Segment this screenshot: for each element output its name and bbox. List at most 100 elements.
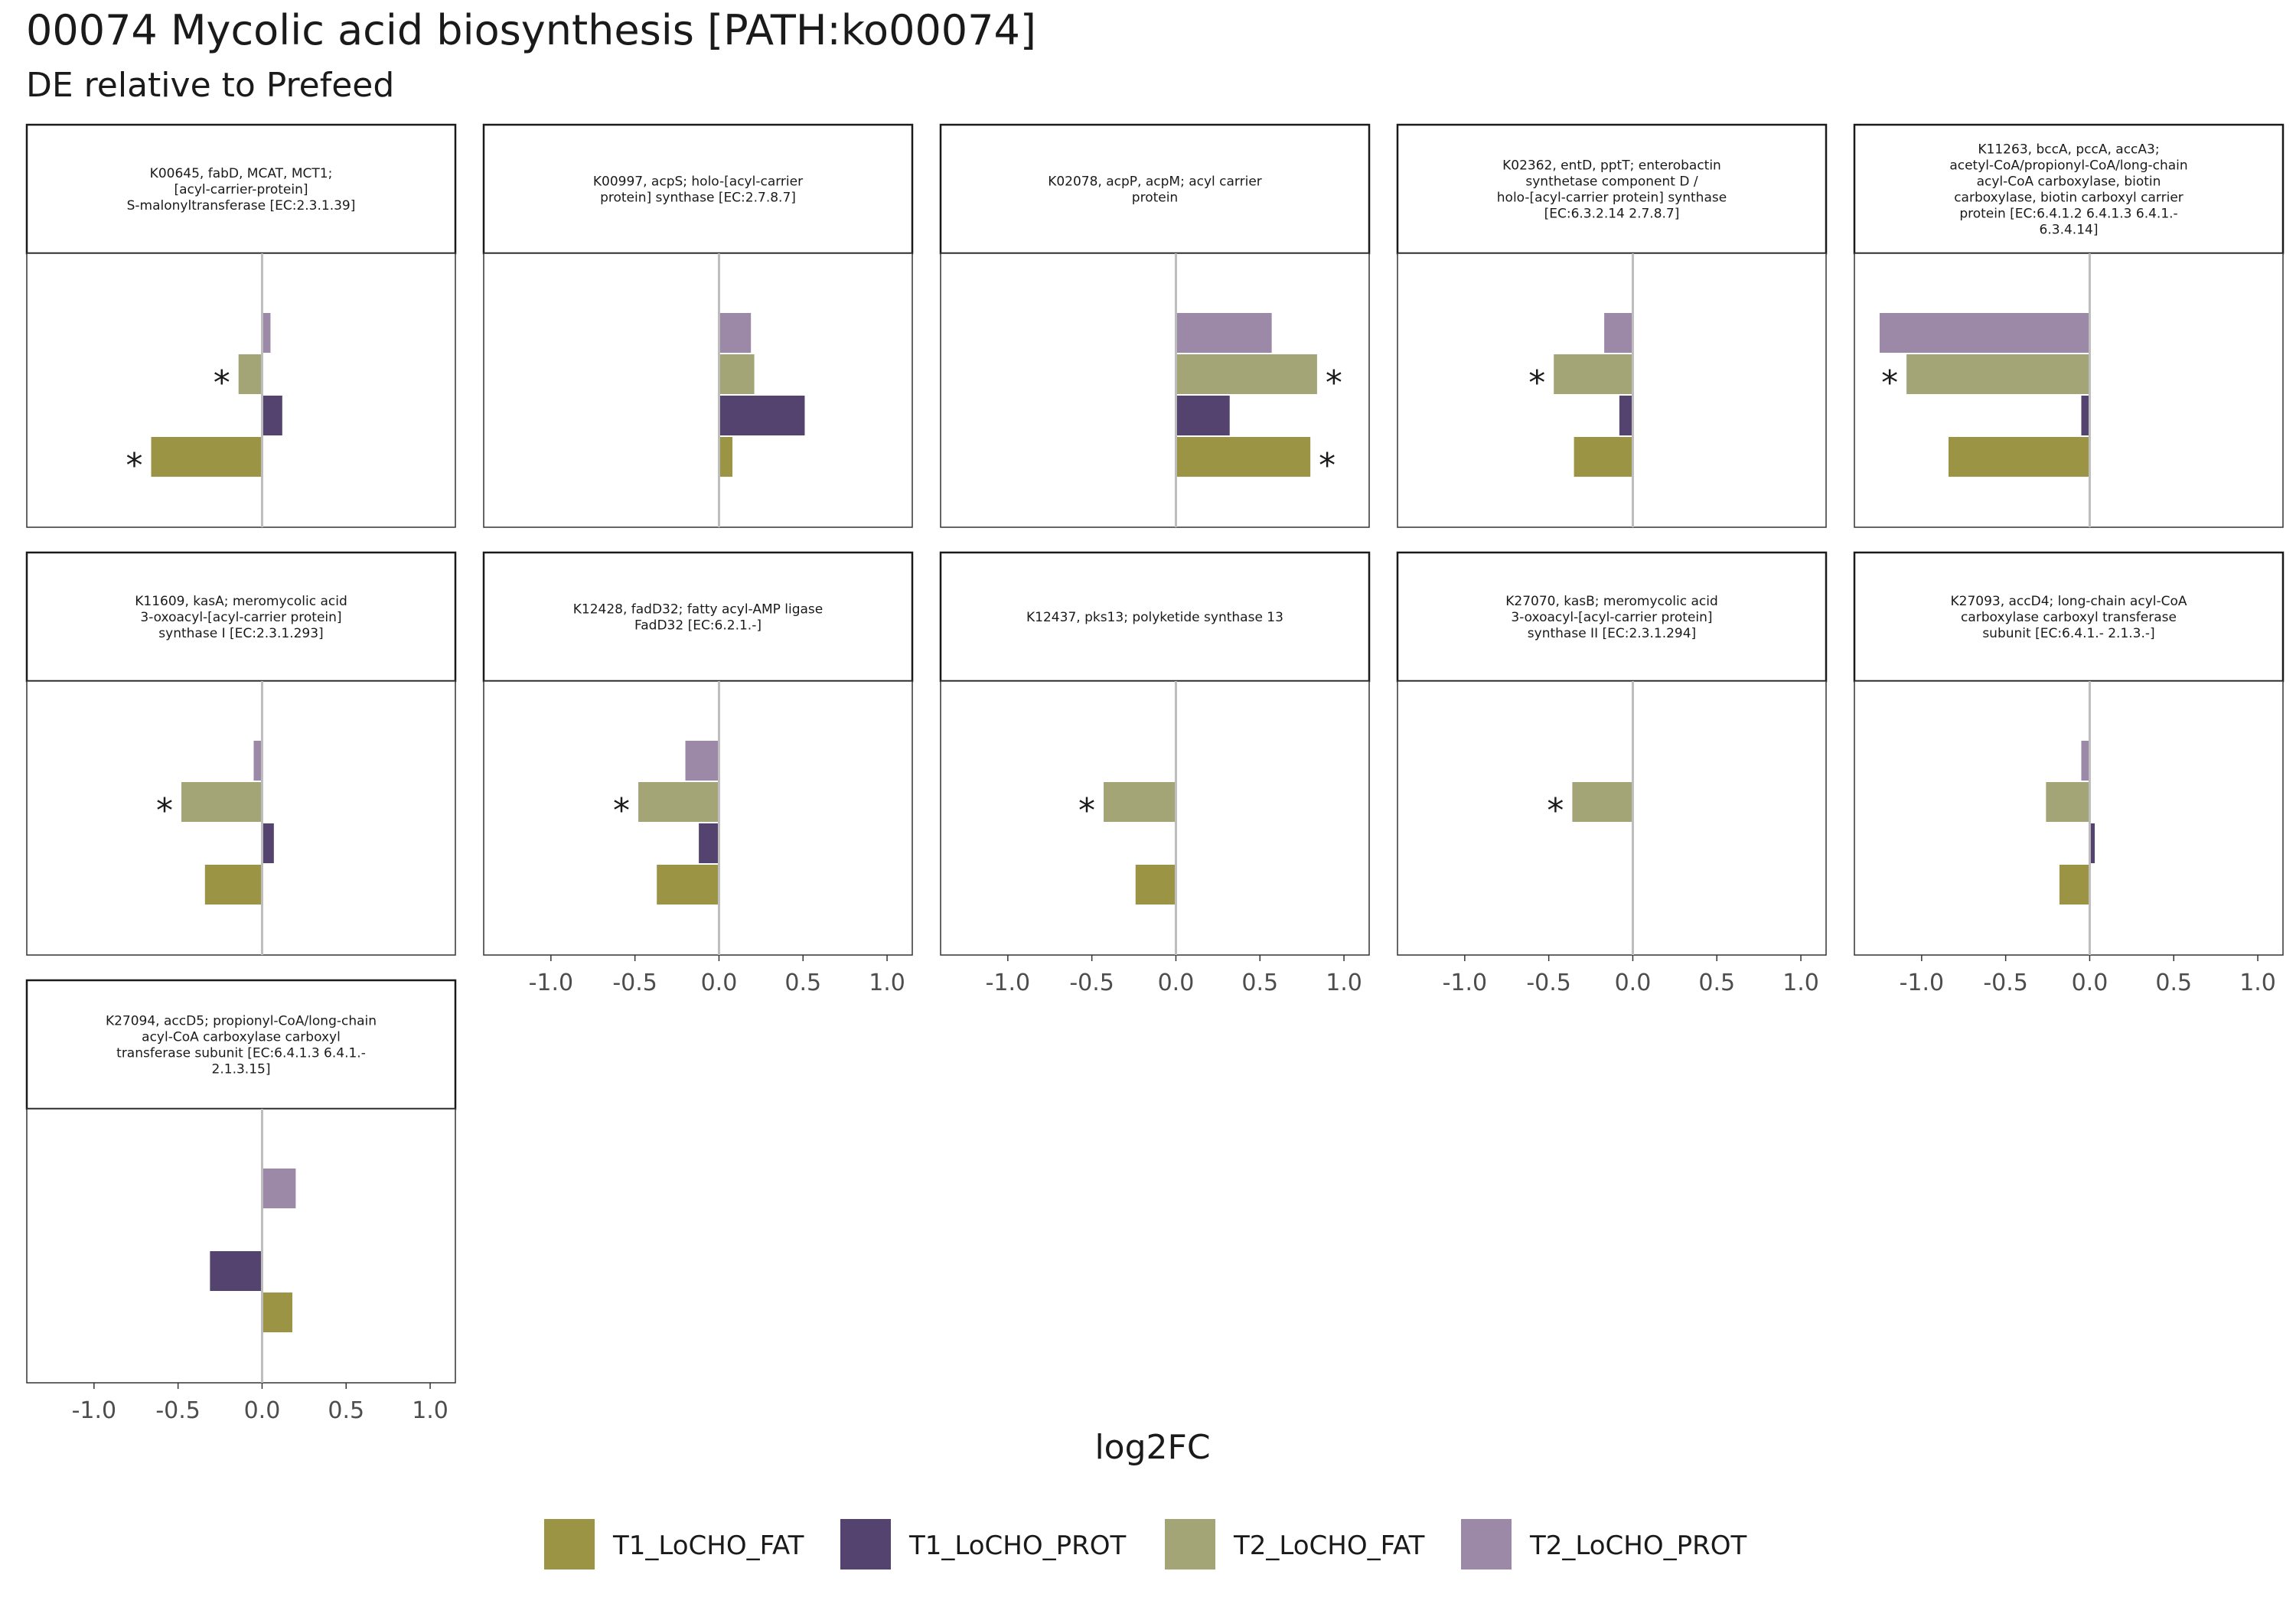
x-tick-label: 1.0: [412, 1397, 448, 1424]
facet-strip-label: protein: [1132, 191, 1178, 206]
facet-strip: [25, 551, 457, 683]
facet-strip-label: K27070, kasB; meromycolic acid: [1505, 594, 1718, 609]
x-tick-label: 0.5: [784, 970, 821, 996]
significance-marker: *: [1078, 791, 1095, 830]
facet-strip-label: 3-oxoacyl-[acyl-carrier protein]: [1511, 610, 1712, 625]
facet-panel: K11263, bccA, pccA, accA3;acetyl-CoA/pro…: [1853, 123, 2285, 528]
bar: [181, 782, 263, 822]
legend-swatch: [840, 1519, 891, 1570]
bar: [657, 865, 719, 905]
facet-strip-label: synthase I [EC:2.3.1.293]: [158, 626, 323, 641]
facet-strip: [1853, 551, 2285, 683]
facet-panels: K00645, fabD, MCAT, MCT1;[acyl-carrier-p…: [25, 123, 2285, 1424]
x-tick-label: 1.0: [2239, 970, 2276, 996]
x-tick-label: -0.5: [1983, 970, 2028, 996]
bar: [1176, 313, 1272, 353]
facet-strip-label: K11609, kasA; meromycolic acid: [135, 594, 347, 609]
bar: [1574, 437, 1633, 477]
x-tick-label: -0.5: [612, 970, 657, 996]
x-tick-label: 0.5: [2155, 970, 2192, 996]
legend-item: T2_LoCHO_PROT: [1461, 1519, 1747, 1570]
facet-strip-label: synthetase component D /: [1525, 174, 1698, 190]
x-tick-label: 0.0: [2072, 970, 2108, 996]
significance-marker: *: [1881, 363, 1898, 403]
facet-strip-label: acyl-CoA carboxylase, biotin: [1977, 174, 2161, 190]
x-tick-label: 1.0: [1326, 970, 1362, 996]
facet-strip-label: K00645, fabD, MCAT, MCT1;: [150, 166, 333, 181]
facet-strip-label: protein] synthase [EC:2.7.8.7]: [600, 191, 796, 206]
facet-panel: K02362, entD, pptT; enterobactinsyntheta…: [1396, 123, 1828, 528]
bar: [204, 865, 263, 905]
facet-panel: K00997, acpS; holo-[acyl-carrierprotein]…: [482, 123, 914, 528]
x-tick-label: -1.0: [529, 970, 574, 996]
facet-strip: [25, 979, 457, 1110]
bar: [719, 437, 733, 477]
plot-panel: [26, 1108, 456, 1384]
bar: [699, 823, 719, 863]
x-tick-label: 0.0: [1615, 970, 1652, 996]
facet-strip-label: 6.3.4.14]: [2040, 223, 2099, 238]
facet-strip-label: synthase II [EC:2.3.1.294]: [1528, 626, 1696, 641]
facet-panel: K00645, fabD, MCAT, MCT1;[acyl-carrier-p…: [25, 123, 457, 528]
facet-strip-label: [acyl-carrier-protein]: [174, 182, 308, 197]
facet-panel: K27094, accD5; propionyl-CoA/long-chaina…: [25, 979, 457, 1424]
bar: [151, 437, 263, 477]
legend: T1_LoCHO_FAT T1_LoCHO_PROT T2_LoCHO_FAT T2_…: [544, 1519, 1747, 1570]
facet-strip-label: S-malonyltransferase [EC:2.3.1.39]: [127, 198, 356, 214]
facet-strip-label: subunit [EC:6.4.1.- 2.1.3.-]: [1982, 626, 2154, 641]
x-axis-label: log2FC: [1094, 1428, 1210, 1467]
significance-marker: *: [156, 791, 173, 830]
facet-panel: K12428, fadD32; fatty acyl-AMP ligaseFad…: [482, 551, 914, 996]
x-tick-label: -1.0: [986, 970, 1031, 996]
x-tick-label: -0.5: [155, 1397, 201, 1424]
legend-label: T2_LoCHO_PROT: [1529, 1530, 1747, 1561]
facet-strip: [1396, 551, 1828, 683]
facet-panel: K11609, kasA; meromycolic acid3-oxoacyl-…: [25, 551, 457, 956]
bar: [1135, 865, 1176, 905]
bar: [2089, 823, 2095, 863]
facet-strip-label: carboxylase, biotin carboxyl carrier: [1954, 191, 2183, 206]
facet-strip: [1853, 123, 2285, 255]
bar: [1604, 313, 1633, 353]
bar: [1879, 313, 2090, 353]
facet-panel: K12437, pks13; polyketide synthase 13 * -1…: [939, 551, 1371, 996]
significance-marker: *: [1528, 363, 1545, 403]
facet-panel: K27070, kasB; meromycolic acid3-oxoacyl-…: [1396, 551, 1828, 996]
facet-strip: [939, 551, 1371, 683]
legend-swatch: [1461, 1519, 1512, 1570]
x-tick-label: -1.0: [1443, 970, 1488, 996]
facet-strip-label: K02362, entD, pptT; enterobactin: [1502, 158, 1721, 174]
significance-marker: *: [1326, 363, 1342, 403]
facet-strip: [482, 551, 914, 683]
facet-strip-label: K12437, pks13; polyketide synthase 13: [1026, 610, 1283, 625]
legend-label: T1_LoCHO_FAT: [612, 1530, 804, 1561]
x-tick-label: 0.0: [244, 1397, 281, 1424]
facet-strip-label: 3-oxoacyl-[acyl-carrier protein]: [140, 610, 341, 625]
bar: [2059, 865, 2090, 905]
legend-item: T1_LoCHO_PROT: [840, 1519, 1127, 1570]
facet-strip-label: K12428, fadD32; fatty acyl-AMP ligase: [573, 602, 823, 618]
legend-item: T2_LoCHO_FAT: [1165, 1519, 1425, 1570]
significance-marker: *: [613, 791, 630, 830]
bar: [262, 396, 282, 435]
facet-strip-label: 2.1.3.15]: [212, 1062, 271, 1077]
x-tick-label: 0.0: [701, 970, 738, 996]
x-tick-label: -1.0: [1900, 970, 1945, 996]
bar: [1176, 396, 1230, 435]
bar: [262, 1169, 296, 1208]
x-tick-label: 0.5: [328, 1397, 364, 1424]
bar: [1619, 396, 1633, 435]
facet-strip-label: K02078, acpP, acpM; acyl carrier: [1048, 174, 1262, 190]
facet-strip-label: protein [EC:6.4.1.2 6.4.1.3 6.4.1.-: [1959, 207, 2177, 222]
bar: [210, 1251, 263, 1291]
legend-swatch: [544, 1519, 595, 1570]
x-tick-label: 0.5: [1698, 970, 1735, 996]
facet-panel: K27093, accD4; long-chain acyl-CoAcarbox…: [1853, 551, 2285, 996]
x-tick-label: -0.5: [1526, 970, 1571, 996]
legend-label: T2_LoCHO_FAT: [1233, 1530, 1425, 1561]
legend-label: T1_LoCHO_PROT: [908, 1530, 1127, 1561]
facet-strip-label: FadD32 [EC:6.2.1.-]: [634, 618, 762, 634]
x-tick-label: 1.0: [1782, 970, 1819, 996]
